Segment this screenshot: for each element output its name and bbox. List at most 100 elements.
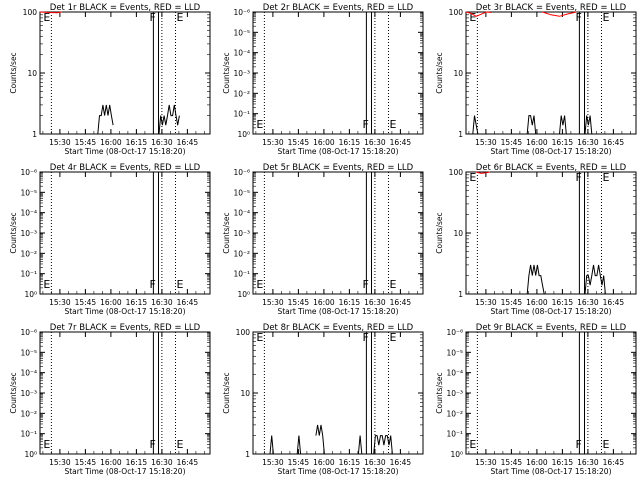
events-series-line	[97, 104, 114, 135]
events-series-line	[296, 435, 302, 455]
x-axis-label: Start Time (08-Oct-17 15:18:20)	[64, 467, 185, 476]
event-mark: E	[389, 118, 396, 131]
event-mark: E	[176, 278, 183, 291]
events-series-line	[269, 435, 274, 455]
x-tick-label: 16:30	[577, 298, 599, 307]
y-tick-label: 10⁻⁵	[20, 348, 37, 357]
x-tick-label: 16:00	[100, 458, 122, 467]
panel-title: Det 5r BLACK = Events, RED = LLD	[263, 163, 414, 173]
y-tick-label: 10⁰	[24, 450, 37, 459]
x-tick-label: 16:45	[177, 138, 199, 147]
x-tick-label: 16:15	[552, 138, 574, 147]
x-tick-label: 16:45	[177, 298, 199, 307]
panel-title: Det 6r BLACK = Events, RED = LLD	[476, 163, 627, 173]
y-tick-label: 10⁻²	[20, 249, 37, 258]
y-tick-label: 10⁰	[237, 290, 250, 299]
y-tick-label: 100	[236, 328, 251, 337]
x-tick-label: 16:15	[552, 458, 574, 467]
y-tick-label: 10⁻⁴	[446, 369, 463, 378]
event-mark: E	[389, 278, 396, 291]
x-tick-label: 16:30	[151, 458, 173, 467]
y-tick-label: 10⁰	[450, 450, 463, 459]
x-tick-label: 15:30	[262, 138, 284, 147]
x-axis-label: Start Time (08-Oct-17 15:18:20)	[490, 307, 611, 316]
panel-title: Det 1r BLACK = Events, RED = LLD	[50, 3, 201, 13]
x-tick-label: 16:45	[603, 138, 625, 147]
y-tick-label: 10⁻³	[233, 69, 250, 78]
y-axis-label: Counts/sec	[435, 212, 444, 253]
x-tick-label: 16:00	[313, 138, 335, 147]
y-tick-label: 10⁻¹	[233, 110, 250, 119]
y-tick-label: 10⁻⁴	[233, 49, 250, 58]
plot-frame	[39, 171, 211, 295]
x-tick-label: 15:45	[75, 298, 97, 307]
panel-title: Det 9r BLACK = Events, RED = LLD	[476, 323, 627, 333]
y-tick-label: 10⁻³	[20, 229, 37, 238]
plot-frame	[39, 11, 211, 135]
x-axis-label: Start Time (08-Oct-17 15:18:20)	[277, 307, 398, 316]
x-tick-label: 16:15	[339, 138, 361, 147]
events-series-line	[526, 115, 537, 135]
x-tick-label: 15:30	[475, 298, 497, 307]
panel-det-2: Det 2r BLACK = Events, RED = LLD 10⁰ 10⁻¹ 1…	[222, 3, 424, 156]
event-mark: E	[43, 11, 50, 24]
event-mark: E	[469, 438, 476, 451]
x-tick-label: 16:00	[100, 298, 122, 307]
y-tick-label: 10⁻⁶	[446, 328, 463, 337]
x-tick-label: 16:45	[390, 138, 412, 147]
panel-title: Det 8r BLACK = Events, RED = LLD	[263, 323, 414, 333]
x-tick-label: 16:00	[100, 138, 122, 147]
y-tick-label: 10⁻²	[20, 409, 37, 418]
x-tick-label: 16:30	[364, 458, 386, 467]
x-tick-label: 16:15	[126, 298, 148, 307]
lld-series-line	[39, 11, 63, 14]
x-axis-label: Start Time (08-Oct-17 15:18:20)	[277, 147, 398, 156]
plot-frame	[252, 171, 424, 295]
x-tick-label: 16:15	[339, 458, 361, 467]
event-mark: F	[362, 118, 368, 131]
lld-series-line	[476, 171, 490, 174]
x-tick-label: 15:30	[262, 458, 284, 467]
y-tick-label: 10⁻¹	[446, 430, 463, 439]
plot-frame	[465, 171, 637, 295]
plot-frame	[39, 331, 211, 455]
event-mark: E	[176, 438, 183, 451]
y-tick-label: 10⁰	[237, 130, 250, 139]
y-tick-label: 10⁻³	[20, 389, 37, 398]
y-axis-label: Counts/sec	[435, 52, 444, 93]
x-tick-label: 15:45	[288, 298, 310, 307]
y-axis-label: Counts/sec	[9, 52, 18, 93]
panel-det-7: Det 7r BLACK = Events, RED = LLD 10⁰ 10⁻¹ 1…	[9, 323, 211, 476]
y-axis-label: Counts/sec	[222, 212, 231, 253]
x-tick-label: 16:00	[313, 458, 335, 467]
x-tick-label: 15:45	[501, 298, 523, 307]
event-mark: F	[149, 278, 155, 291]
y-tick-label: 10⁻¹	[20, 270, 37, 279]
events-series-line	[158, 104, 180, 135]
plot-frame	[252, 11, 424, 135]
event-mark: E	[602, 438, 609, 451]
event-mark: F	[362, 278, 368, 291]
y-axis-label: Counts/sec	[435, 372, 444, 413]
y-tick-label: 10⁻⁴	[20, 369, 37, 378]
events-series-line	[559, 115, 567, 135]
y-tick-label: 10	[27, 69, 37, 78]
panel-title: Det 4r BLACK = Events, RED = LLD	[50, 163, 201, 173]
events-series-line	[584, 115, 593, 135]
y-tick-label: 100	[449, 8, 464, 17]
x-axis-label: Start Time (08-Oct-17 15:18:20)	[64, 147, 185, 156]
y-tick-label: 10⁻⁶	[233, 168, 250, 177]
y-tick-label: 10⁻³	[446, 389, 463, 398]
y-tick-label: 10⁰	[24, 290, 37, 299]
y-tick-label: 10⁻⁶	[20, 168, 37, 177]
x-tick-label: 16:00	[526, 458, 548, 467]
event-mark: E	[469, 171, 476, 184]
panel-det-3: Det 3r BLACK = Events, RED = LLD 1 10 100 Co…	[435, 3, 637, 156]
event-mark: F	[149, 11, 155, 24]
x-axis-label: Start Time (08-Oct-17 15:18:20)	[277, 467, 398, 476]
panel-det-6: Det 6r BLACK = Events, RED = LLD 1 10 100 Co…	[435, 163, 637, 316]
panel-title: Det 7r BLACK = Events, RED = LLD	[50, 323, 201, 333]
x-tick-label: 16:15	[126, 138, 148, 147]
x-tick-label: 16:45	[603, 458, 625, 467]
